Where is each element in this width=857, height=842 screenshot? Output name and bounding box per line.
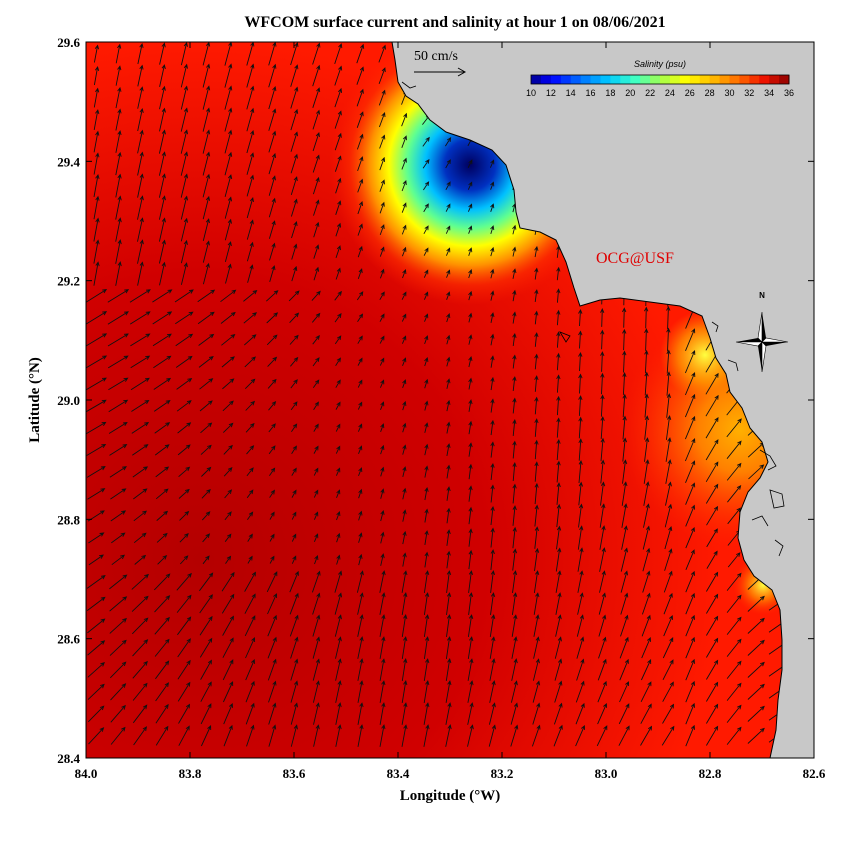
y-tick-label: 28.4: [57, 751, 80, 766]
x-tick-label: 83.8: [179, 766, 202, 781]
colorbar-tick-label: 22: [645, 88, 655, 98]
y-tick-label: 28.6: [57, 632, 80, 647]
velocity-scale: 50 cm/s: [414, 49, 467, 77]
x-tick-label: 82.6: [803, 766, 826, 781]
colorbar-cell: [560, 75, 572, 84]
colorbar-title: Salinity (psu): [634, 59, 686, 69]
x-axis-label: Longitude (°W): [400, 788, 501, 804]
colorbar-cell: [640, 75, 651, 84]
colorbar-tick-label: 18: [605, 88, 615, 98]
colorbar-tick-label: 20: [625, 88, 635, 98]
colorbar-cell: [540, 75, 552, 84]
colorbar-cell: [660, 75, 671, 84]
y-tick-label: 29.0: [57, 393, 80, 408]
y-tick-label: 29.2: [57, 274, 80, 289]
colorbar-cell: [699, 75, 711, 84]
colorbar-cell: [679, 75, 691, 84]
x-tick-label: 83.4: [387, 766, 410, 781]
colorbar-cell: [580, 75, 592, 84]
y-tick-label: 29.6: [57, 35, 80, 50]
colorbar-tick-label: 28: [705, 88, 715, 98]
coastline: [391, 41, 783, 759]
colorbar-cell: [531, 75, 542, 84]
x-tick-label: 83.2: [491, 766, 514, 781]
colorbar-cell: [570, 75, 582, 84]
colorbar-cell: [610, 75, 621, 84]
colorbar-tick-label: 36: [784, 88, 794, 98]
colorbar-tick-label: 32: [744, 88, 754, 98]
colorbar-cell: [620, 75, 631, 84]
watermark: OCG@USF: [596, 250, 674, 267]
colorbar-cell: [590, 75, 601, 84]
colorbar-cell: [630, 75, 641, 84]
colorbar-cell: [600, 75, 611, 84]
x-tick-label: 84.0: [75, 766, 98, 781]
y-tick-label: 29.4: [57, 154, 80, 169]
colorbar-cell: [759, 75, 770, 84]
colorbar-cell: [709, 75, 721, 84]
colorbar-tick-label: 12: [546, 88, 556, 98]
scale-label: 50 cm/s: [414, 49, 458, 64]
colorbar-tick-label: 26: [685, 88, 695, 98]
colorbar-cell: [729, 75, 740, 84]
colorbar-cell: [749, 75, 760, 84]
colorbar-cell: [779, 75, 790, 84]
x-tick-label: 83.0: [595, 766, 618, 781]
colorbar-cell: [719, 75, 730, 84]
x-tick-label: 83.6: [283, 766, 306, 781]
colorbar-tick-label: 10: [526, 88, 536, 98]
y-axis-label: Latitude (°N): [27, 357, 43, 443]
north-label: N: [759, 291, 765, 300]
colorbar-tick-label: 30: [724, 88, 734, 98]
colorbar: Salinity (psu) 10 12 14 16 18 20 22 24 26 28 30 32 3…: [526, 59, 794, 98]
colorbar-cell: [550, 75, 562, 84]
colorbar-tick-label: 24: [665, 88, 675, 98]
colorbar-tick-label: 14: [566, 88, 576, 98]
colorbar-tick-label: 34: [764, 88, 774, 98]
x-tick-label: 82.8: [699, 766, 722, 781]
colorbar-cell: [669, 75, 681, 84]
colorbar-tick-label: 16: [586, 88, 596, 98]
colorbar-cell: [689, 75, 701, 84]
axis-ticks: 84.0 83.8 83.6 83.4 83.2 83.0 82.8 82.6 29.6 29.4…: [57, 35, 826, 781]
colorbar-cell: [650, 75, 661, 84]
colorbar-cell: [769, 75, 780, 84]
colorbar-cell: [739, 75, 750, 84]
y-tick-label: 28.8: [57, 512, 80, 527]
map-title: WFCOM surface current and salinity at ho…: [244, 14, 665, 31]
north-arrow-icon: N: [735, 291, 789, 373]
coastal-islands: [401, 81, 785, 557]
